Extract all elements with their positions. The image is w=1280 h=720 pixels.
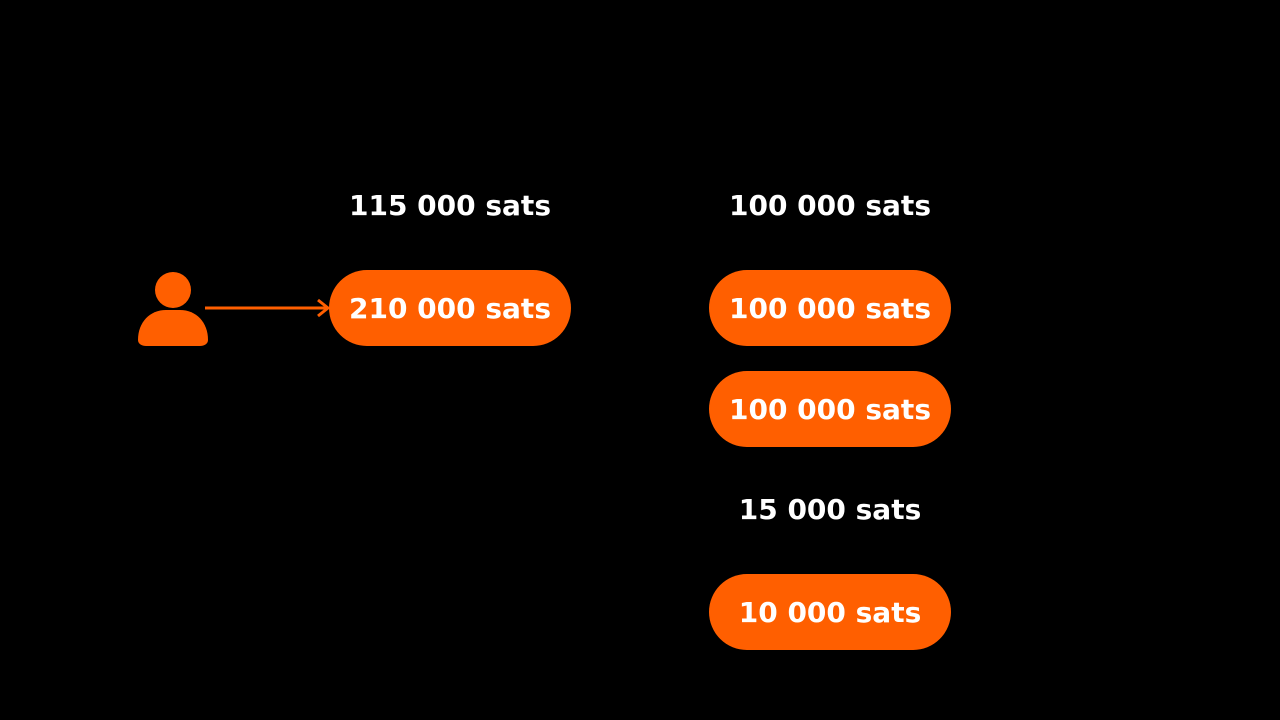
user-icon — [138, 272, 208, 346]
output-top-caption: 100 000 sats — [728, 189, 931, 222]
output-pill-1: 100 000 sats — [709, 270, 951, 346]
output-bottom-caption: 15 000 sats — [738, 493, 922, 526]
arrow-right-icon — [205, 298, 330, 318]
output-pill-3: 10 000 sats — [709, 574, 951, 650]
input-pill: 210 000 sats — [329, 270, 571, 346]
input-caption: 115 000 sats — [348, 189, 551, 222]
output-pill-2: 100 000 sats — [709, 371, 951, 447]
